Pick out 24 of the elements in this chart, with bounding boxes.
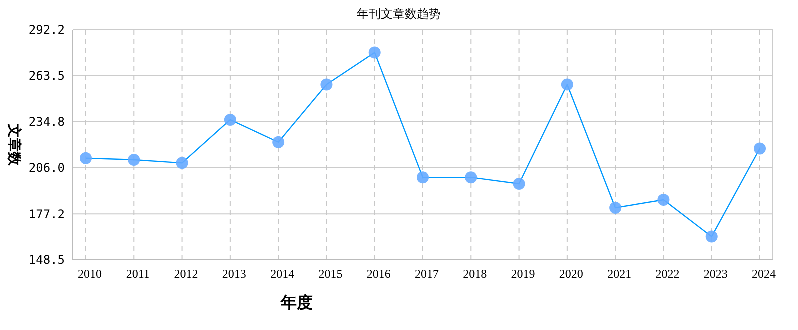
y-tick-label: 292.2 (28, 23, 65, 38)
x-tick-label: 2020 (559, 267, 584, 281)
x-tick-label: 2021 (608, 267, 632, 281)
x-tick-label: 2014 (270, 267, 295, 281)
x-tick-label: 2024 (752, 267, 776, 281)
y-tick-label: 177.2 (28, 207, 65, 222)
x-tick-label: 2015 (318, 267, 343, 281)
y-tick-label: 263.5 (28, 69, 65, 84)
x-tick-label: 2016 (366, 267, 391, 281)
x-axis-title: 年度 (280, 293, 313, 312)
x-tick-label: 2023 (704, 267, 728, 281)
x-tick-label: 2012 (174, 267, 198, 281)
x-tick-label: 2022 (656, 267, 680, 281)
x-tick-label: 2017 (415, 267, 439, 281)
x-tick-label: 2013 (222, 267, 246, 281)
y-tick-label: 148.5 (28, 253, 65, 268)
x-tick-label: 2018 (463, 267, 488, 281)
chart-title: 年刊文章数趋势 (357, 7, 441, 21)
y-tick-label: 234.8 (28, 115, 65, 130)
x-tick-label: 2010 (78, 267, 102, 281)
x-tick-label: 2011 (126, 267, 150, 281)
y-tick-label: 206.0 (28, 161, 65, 176)
x-tick-label: 2019 (511, 267, 536, 281)
y-axis-title: 文章数 (6, 123, 23, 167)
